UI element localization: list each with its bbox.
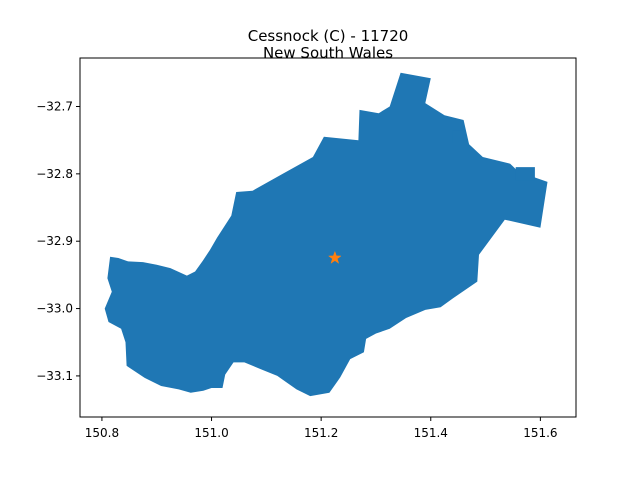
axes-frame <box>79 57 577 418</box>
plot-area <box>104 72 548 397</box>
chart-title-line2: New South Wales <box>263 44 393 62</box>
x-tick-label: 150.8 <box>85 426 119 440</box>
y-tick-label: −33.0 <box>36 302 73 316</box>
x-tick-label: 151.6 <box>523 426 557 440</box>
axes: 150.8 151.0 151.2 151.4 151.6 −32.7 −32.8 −32.9… <box>36 57 577 440</box>
x-tick-label: 151.2 <box>304 426 338 440</box>
region-polygon <box>104 72 548 397</box>
chart-title-line1: Cessnock (C) - 11720 <box>248 27 409 45</box>
x-tick-label: 151.4 <box>414 426 448 440</box>
y-tick-label: −32.9 <box>36 234 73 248</box>
centroid-star-marker <box>327 250 342 264</box>
region-block <box>515 167 535 181</box>
y-tick-label: −32.7 <box>36 99 73 113</box>
y-tick-label: −32.8 <box>36 167 73 181</box>
x-tick-label: 151.0 <box>194 426 228 440</box>
region-block <box>452 130 464 144</box>
y-tick-label: −33.1 <box>36 369 73 383</box>
